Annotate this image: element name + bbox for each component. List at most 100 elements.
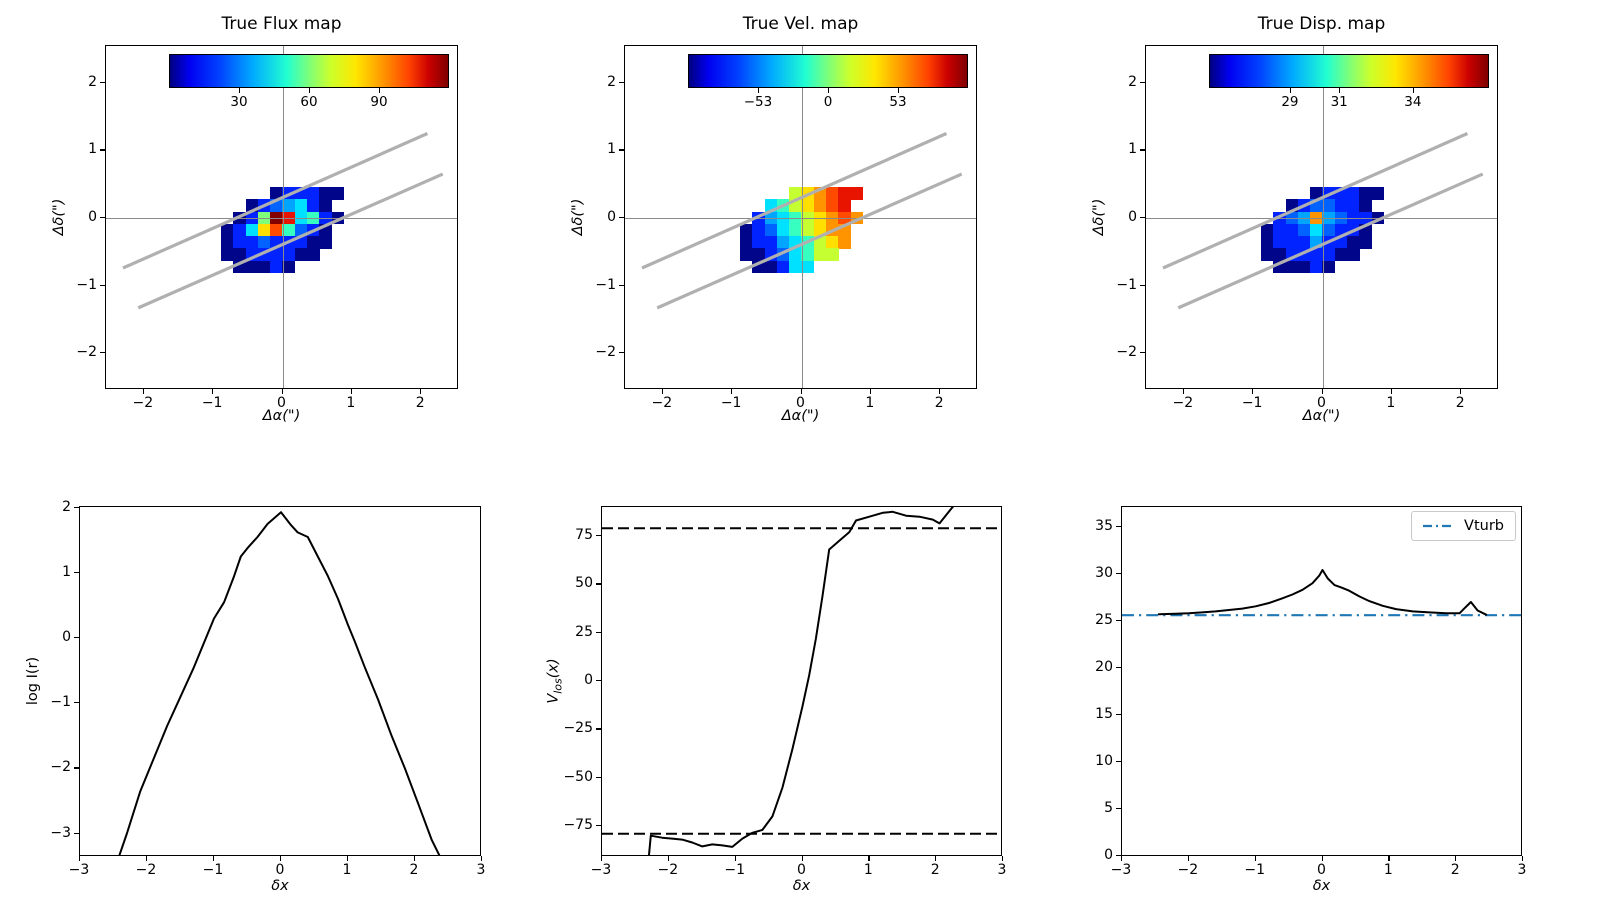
- heatmap-cell: [1322, 248, 1336, 262]
- profile-curve: [118, 511, 441, 855]
- heatmap-cell: [838, 187, 852, 200]
- x-tick-mark: [1254, 856, 1256, 861]
- heatmap-cell: [282, 248, 296, 262]
- heatmap-cell: [1371, 187, 1385, 200]
- colorbar-tick-mark: [239, 88, 241, 93]
- profile-curve: [1157, 569, 1488, 616]
- heatmap-cell: [233, 248, 247, 262]
- vel-map-y-axis-label: Δδ("): [570, 198, 586, 236]
- crosshair-horizontal-line: [106, 218, 457, 219]
- heatmap-cell: [1297, 211, 1311, 225]
- y-tick-label: 2: [1128, 73, 1137, 90]
- x-tick-mark: [1321, 856, 1323, 861]
- heatmap-cell: [764, 223, 778, 237]
- heatmap-cell: [245, 211, 259, 225]
- x-tick-label: 2: [409, 862, 419, 878]
- heatmap-cell: [850, 187, 864, 200]
- x-tick-label: −2: [135, 862, 157, 878]
- heatmap-cell: [245, 223, 259, 237]
- x-tick-mark: [481, 856, 483, 861]
- heatmap-cell: [294, 199, 308, 213]
- heatmap-cell: [1347, 211, 1360, 225]
- x-tick-label: 0: [277, 395, 286, 411]
- x-tick-label: 2: [1455, 395, 1465, 411]
- y-tick-mark: [74, 506, 79, 508]
- y-tick-label: 50: [575, 575, 593, 592]
- x-tick-label: −3: [1110, 862, 1132, 878]
- heatmap-cell: [270, 211, 283, 225]
- heatmap-cell: [1297, 236, 1311, 249]
- heatmap-cell: [838, 199, 852, 213]
- heatmap-cell: [307, 211, 320, 225]
- x-tick-mark: [939, 389, 941, 394]
- x-tick-label: 3: [476, 862, 486, 878]
- heatmap-cell: [752, 248, 766, 262]
- heatmap-cell: [740, 248, 753, 262]
- y-tick-label: 25: [1095, 611, 1113, 628]
- x-tick-label: −3: [68, 862, 90, 878]
- x-tick-label: −2: [1177, 862, 1199, 878]
- colorbar-tick-label: 29: [1281, 94, 1299, 110]
- vlos-argument: (x): [545, 658, 562, 679]
- slit-line: [122, 132, 429, 270]
- heatmap-cell: [1297, 260, 1311, 274]
- profile-curve: [647, 507, 954, 855]
- x-tick-mark: [1187, 856, 1190, 861]
- x-tick-label: 1: [1383, 862, 1393, 878]
- y-tick-mark: [100, 149, 105, 151]
- x-tick-label: 2: [930, 862, 940, 878]
- y-tick-mark: [1140, 217, 1145, 219]
- heatmap-cell: [813, 211, 827, 225]
- heatmap-cell: [257, 236, 271, 249]
- colorbar-tick-label: 0: [823, 94, 833, 110]
- x-tick-mark: [935, 856, 937, 861]
- x-tick-mark: [801, 856, 803, 861]
- x-tick-label: 2: [934, 395, 944, 411]
- heatmap-cell: [270, 223, 283, 237]
- crosshair-horizontal-line: [1146, 218, 1497, 219]
- heatmap-cell: [221, 223, 234, 237]
- x-tick-mark: [414, 856, 416, 861]
- heatmap-cell: [764, 260, 778, 274]
- colorbar-tick-label: 30: [230, 94, 248, 110]
- y-tick-label: 20: [1095, 658, 1113, 675]
- y-tick-mark: [596, 583, 601, 585]
- heatmap-cell: [1310, 260, 1323, 274]
- disp-map-y-axis-label: Δδ("): [1091, 198, 1107, 236]
- heatmap-cell: [1322, 211, 1336, 225]
- heatmap-cell: [838, 236, 852, 249]
- heatmap-cell: [776, 260, 790, 274]
- y-tick-label: 0: [1104, 847, 1113, 864]
- heatmap-cell: [257, 211, 271, 225]
- flux-map-plot: True Flux map 30 60 90 Δα(") Δδ(") −2 −1 0 1 2…: [51, 14, 458, 424]
- heatmap-cell: [1322, 199, 1336, 213]
- colorbar: [1209, 54, 1489, 88]
- x-tick-label: 2: [415, 395, 425, 411]
- heatmap-cell: [282, 223, 296, 237]
- heatmap-cell: [1334, 211, 1348, 225]
- x-tick-mark: [667, 856, 670, 861]
- x-tick-label: 3: [997, 862, 1007, 878]
- heatmap-cell: [1359, 236, 1373, 249]
- y-tick-label: 2: [607, 73, 616, 90]
- crosshair-vertical-line: [282, 46, 284, 388]
- heatmap-cell: [801, 199, 815, 213]
- y-tick-mark: [619, 352, 624, 354]
- x-tick-label: 1: [1386, 395, 1396, 411]
- heatmap-cell: [813, 199, 827, 213]
- colorbar: [169, 54, 449, 88]
- disp-map-axes: 29 31 34: [1145, 45, 1498, 389]
- y-tick-label: 2: [88, 73, 97, 90]
- heatmap-cell: [1359, 199, 1373, 213]
- flux-profile-y-axis-label: log I(r): [25, 656, 41, 706]
- x-tick-label: 1: [342, 862, 352, 878]
- heatmap-cell: [1310, 187, 1323, 200]
- crosshair-horizontal-line: [625, 218, 976, 219]
- y-tick-label: 0: [584, 672, 593, 689]
- heatmap-cell: [789, 223, 802, 237]
- velocity-profile-x-axis-label: δx: [792, 878, 811, 894]
- velocity-profile-plot: δx Vlos(x) −3 −2 −1 0 1 2 3 75 50 25 0 −25 −50 −75: [546, 506, 1006, 894]
- y-tick-label: 0: [62, 629, 71, 645]
- y-tick-mark: [74, 767, 79, 769]
- y-tick-label: 0: [88, 209, 97, 225]
